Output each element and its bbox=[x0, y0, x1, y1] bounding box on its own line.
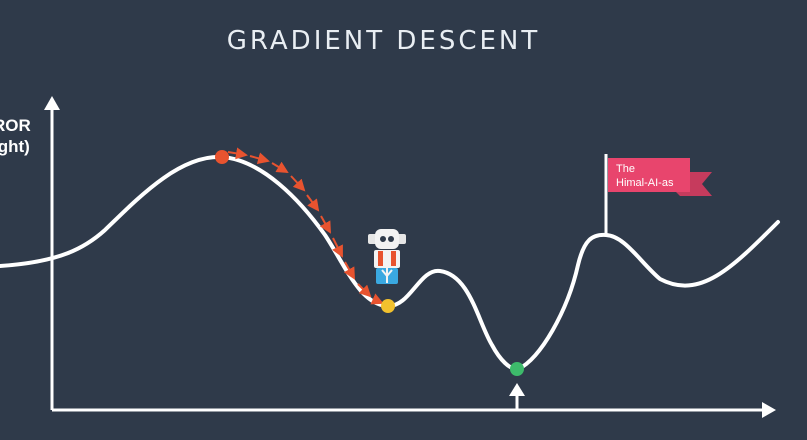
descent-step-2 bbox=[249, 152, 270, 165]
start-point bbox=[215, 150, 229, 164]
axes bbox=[44, 96, 776, 418]
descent-step-10 bbox=[370, 293, 384, 305]
descent-step-6 bbox=[319, 215, 331, 234]
flag-icon: The Himal-AI-as bbox=[604, 154, 712, 236]
flag-text-line1: The bbox=[616, 163, 635, 175]
descent-step-3 bbox=[271, 161, 289, 174]
descent-step-1 bbox=[227, 147, 248, 160]
robot-hiker-icon bbox=[368, 229, 406, 284]
descent-step-4 bbox=[290, 175, 306, 192]
y-axis-arrowhead bbox=[44, 96, 60, 110]
y-axis-label: ROR ight) bbox=[0, 116, 31, 156]
flag-banner bbox=[608, 158, 690, 192]
x-axis-arrowhead bbox=[762, 402, 776, 418]
descent-step-7 bbox=[332, 237, 343, 258]
descent-step-8 bbox=[343, 261, 355, 280]
global-minimum-point bbox=[510, 362, 524, 376]
descent-step-5 bbox=[306, 194, 320, 212]
flag-text-line2: Himal-AI-as bbox=[616, 177, 674, 189]
descent-step-9 bbox=[357, 283, 372, 298]
error-curve bbox=[0, 154, 780, 372]
local-minimum-point bbox=[381, 299, 395, 313]
descent-path bbox=[227, 147, 384, 305]
up-arrow-icon bbox=[509, 383, 525, 410]
diagram-title: GRADIENT DESCENT bbox=[226, 26, 541, 56]
